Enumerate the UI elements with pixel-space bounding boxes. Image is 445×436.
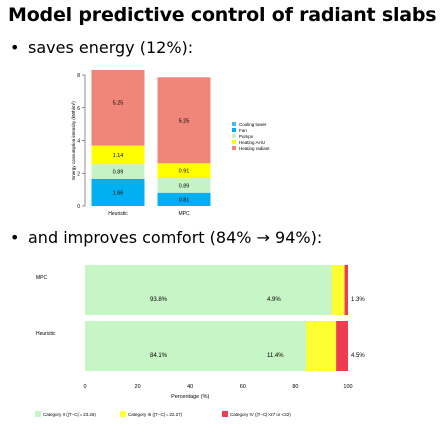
- bullet-text: and improves comfort (84% → 94%):: [28, 228, 323, 247]
- legend-swatch: [232, 140, 236, 144]
- bar-segment: [91, 178, 145, 206]
- bar-segment: [157, 178, 211, 193]
- bar-value-label: 0.89: [113, 170, 124, 176]
- legend-entry: Category IV (|T−C|>27 or <22): [230, 412, 291, 417]
- x-tick-label: MPC: [178, 211, 190, 217]
- y-tick-label: 0: [77, 204, 80, 210]
- legend-swatch: [232, 134, 236, 138]
- x-tick-label: 40: [187, 384, 193, 390]
- bar-value-label: 5.25: [113, 101, 124, 107]
- energy-stacked-bar-chart: 0 2 4 6 8 Energy consumption intensity (kWh/m…: [71, 70, 270, 217]
- y-tick-label: 4: [77, 139, 80, 145]
- legend-swatch: [35, 411, 41, 417]
- bar-value-label: 1.14: [113, 153, 124, 159]
- legend-entry: Heating AHU: [239, 140, 265, 145]
- legend-swatch: [120, 411, 126, 417]
- y-category-label: Heuristic: [36, 331, 56, 337]
- bar-segment: [91, 70, 145, 146]
- bullet-text: saves energy (12%):: [28, 38, 194, 57]
- bar-segment: [344, 265, 348, 315]
- x-tick-label: 80: [292, 384, 298, 390]
- bullet-comfort: • and improves comfort (84% → 94%):: [10, 228, 322, 247]
- x-tick-label: 60: [240, 384, 246, 390]
- bar-segment: [306, 321, 337, 371]
- legend-entry: Cooling tower: [239, 122, 267, 127]
- bar-value-label: 0.91: [179, 169, 190, 175]
- bullet-marker: •: [10, 38, 20, 57]
- legend-swatch: [232, 122, 236, 126]
- x-tick-label: 20: [135, 384, 141, 390]
- legend-swatch: [232, 128, 236, 132]
- bar-segment: [91, 145, 145, 165]
- y-category-label: MPC: [36, 275, 48, 281]
- bar-value-label: 5.25: [179, 118, 190, 124]
- bar-segment: [91, 164, 145, 179]
- x-tick-label: 0: [83, 384, 86, 390]
- bullet-energy: • saves energy (12%):: [10, 38, 193, 57]
- bar-value-label: 4.5%: [351, 353, 365, 359]
- bar-segment: [336, 321, 348, 371]
- bar-segment: [85, 265, 332, 315]
- bar-value-label: 4.9%: [267, 297, 281, 303]
- bar-segment: [331, 265, 345, 315]
- y-tick-label: 8: [77, 73, 80, 79]
- bar-value-label: 84.1%: [150, 353, 168, 359]
- slide-title: Model predictive control of radiant slab…: [8, 4, 437, 26]
- y-tick-label: 6: [77, 106, 80, 112]
- y-axis-label: Energy consumption intensity (kWh/m²): [71, 101, 76, 180]
- legend-entry: Pumps: [239, 134, 254, 139]
- bar-value-label: 1.3%: [351, 297, 365, 303]
- bar-segment: [157, 77, 211, 164]
- x-axis-label: Percentage (%): [171, 394, 209, 400]
- bar-value-label: 0.89: [179, 183, 190, 189]
- legend-entry: Category III (|T−C| = 22.27): [128, 412, 183, 417]
- legend-entry: Heating radiant: [239, 146, 270, 151]
- bar-value-label: 1.66: [113, 190, 124, 196]
- bullet-marker: •: [10, 228, 20, 247]
- bar-segment: [85, 321, 307, 371]
- legend-entry: Category II (|T−C| = 23.26): [43, 412, 96, 417]
- x-tick-label: 100: [343, 384, 352, 390]
- bar-value-label: 11.4%: [267, 353, 284, 359]
- bar-value-label: 0.81: [179, 197, 190, 203]
- y-tick-label: 2: [77, 171, 80, 177]
- bar-segment: [157, 163, 211, 179]
- comfort-horizontal-bar-chart: MPC Heuristic 93.8% 4.9% 1.3% 84.1% 11.4% 4.5% 0…: [35, 261, 365, 417]
- legend-entry: Fan: [239, 128, 247, 133]
- legend-swatch: [222, 411, 228, 417]
- x-tick-label: Heuristic: [108, 211, 128, 217]
- bar-segment: [157, 192, 211, 206]
- bar-value-label: 93.8%: [150, 297, 168, 303]
- legend-swatch: [232, 146, 236, 150]
